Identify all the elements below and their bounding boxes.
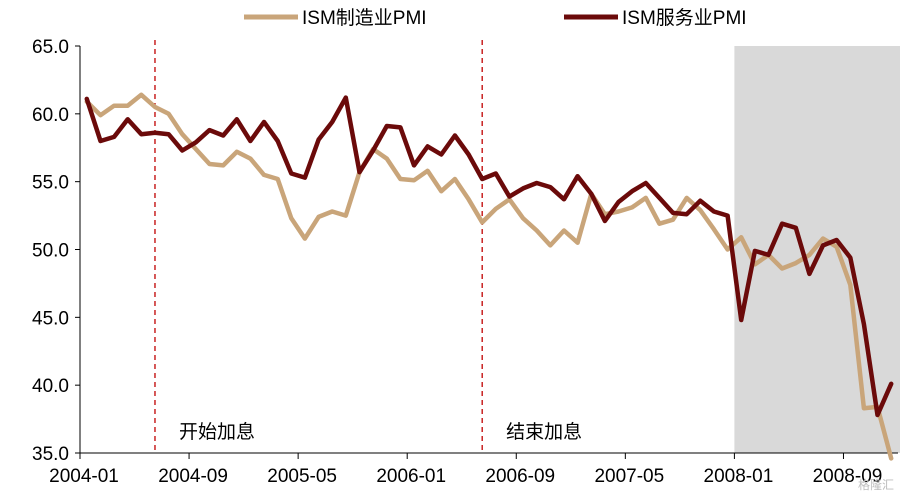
x-tick-label: 2004-01 <box>49 466 119 487</box>
annotation-label-2: 结束加息 <box>506 421 582 443</box>
y-tick-label: 50.0 <box>32 241 69 262</box>
legend: ISM制造业PMI ISM服务业PMI <box>244 7 747 29</box>
watermark: 格隆汇 <box>858 477 894 492</box>
series-layer <box>84 92 894 461</box>
y-tick-label: 65.0 <box>32 37 69 58</box>
series-line-1 <box>84 92 894 461</box>
x-tick-label: 2006-01 <box>376 466 446 487</box>
x-tick-label: 2004-09 <box>158 466 228 487</box>
legend-label-1: ISM制造业PMI <box>302 7 427 29</box>
x-tick-label: 2005-05 <box>267 466 337 487</box>
annotation-label-1: 开始加息 <box>179 421 255 443</box>
x-tick-label: 2006-09 <box>485 466 555 487</box>
y-tick-label: 55.0 <box>32 173 69 194</box>
x-tick-label: 2008-01 <box>704 466 774 487</box>
legend-label-2: ISM服务业PMI <box>622 7 747 29</box>
y-tick-label: 35.0 <box>32 444 69 465</box>
annotation-layer: 开始加息 结束加息 <box>154 40 582 453</box>
series-line-2 <box>84 95 894 418</box>
x-tick-label: 2008-09 <box>813 466 883 487</box>
y-tick-label: 45.0 <box>32 308 69 329</box>
y-tick-label: 40.0 <box>32 376 69 397</box>
x-tick-label: 2007-05 <box>594 466 664 487</box>
watermark-text: 格隆汇 <box>858 477 894 492</box>
y-tick-label: 60.0 <box>32 105 69 126</box>
